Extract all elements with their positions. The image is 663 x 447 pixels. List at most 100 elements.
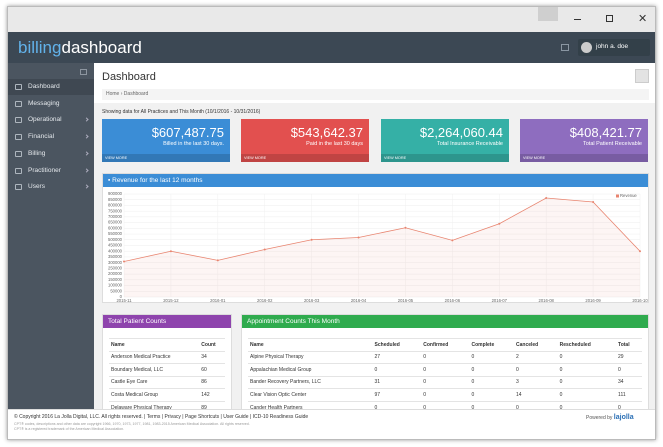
stat-card: $543,642.37 Paid in the last 30 days VIEW … xyxy=(241,119,369,162)
avatar xyxy=(581,42,592,53)
cell: Castle Eye Care xyxy=(109,375,200,389)
table: Name Count Anderson Medical Practice 34 Boun… xyxy=(109,338,225,409)
column-header: Count xyxy=(199,338,225,351)
row: Delaware Physical Therapy 89 xyxy=(109,400,225,409)
cell: 29 xyxy=(616,350,642,364)
cell: 0 xyxy=(421,350,470,364)
minimize[interactable] xyxy=(574,19,581,20)
close[interactable]: ✕ xyxy=(638,13,648,25)
footer-link[interactable]: User Guide xyxy=(223,414,249,420)
stat-label: Billed in the last 30 days. xyxy=(163,141,224,147)
info: Showing data for All Practices and This … xyxy=(102,109,261,115)
panel-title: Appointment Counts This Month xyxy=(242,315,648,328)
footer: © Copyright 2016 La Jolla Digital, LLC. … xyxy=(8,409,655,439)
nav-label: Messaging xyxy=(28,99,60,107)
cell: Delaware Physical Therapy xyxy=(109,400,200,409)
home-icon[interactable] xyxy=(561,44,569,51)
view-more[interactable]: VIEW MORE xyxy=(520,154,648,162)
logo: lajolla xyxy=(613,414,634,421)
cell: 0 xyxy=(616,400,642,409)
cell: 0 xyxy=(421,363,470,376)
restore[interactable] xyxy=(606,15,613,22)
cell: 0 xyxy=(514,363,558,376)
nav-item[interactable]: Messaging xyxy=(8,96,94,112)
y-tick-label: 250000 xyxy=(108,265,123,270)
y-tick-label: 850000 xyxy=(108,197,123,202)
page-header: Dashboard Home › Dashboard xyxy=(94,63,655,103)
nav-arrow xyxy=(84,167,89,173)
y-tick-label: 150000 xyxy=(108,277,123,282)
nav-arrow xyxy=(84,134,89,139)
column-header: Scheduled xyxy=(372,338,422,351)
title-bar: ✕ xyxy=(8,7,655,32)
y-tick-label: 100000 xyxy=(108,283,123,288)
cell: 34 xyxy=(199,350,225,364)
line xyxy=(123,197,641,262)
y-tick-label: 500000 xyxy=(108,237,123,242)
footer-link[interactable]: ICD-10 Readiness Guide xyxy=(252,414,309,420)
x-tick-label: 2016-09 xyxy=(585,298,601,303)
column-header: Name xyxy=(109,338,200,351)
note: CPT® codes, descriptions and other data … xyxy=(14,422,250,426)
cell: 0 xyxy=(372,363,422,376)
user-button[interactable] xyxy=(538,7,558,21)
x-tick-label: 2016-05 xyxy=(398,298,414,303)
collapse[interactable] xyxy=(80,69,87,75)
content: Dashboard Home › Dashboard Showing data … xyxy=(94,63,655,409)
page-title: Dashboard xyxy=(102,71,156,83)
nav-icon xyxy=(15,167,22,174)
user-name: john a. doe xyxy=(596,43,629,50)
cell: 0 xyxy=(616,363,642,376)
header-row: Name Count xyxy=(109,338,225,351)
x-tick-label: 2016-02 xyxy=(257,298,273,303)
row: Clear Vision Optic Center 97 0 0 14 0 111 xyxy=(248,388,642,401)
nav-item[interactable]: Dashboard xyxy=(8,79,94,95)
point xyxy=(123,260,125,263)
crumb: Dashboard xyxy=(123,91,149,97)
stat-value: $543,642.37 xyxy=(290,125,363,140)
cell: 0 xyxy=(469,350,514,364)
panel-title: Total Patient Counts xyxy=(103,315,231,328)
stat-card: $2,264,060.44 Total Insurance Receivable V… xyxy=(381,119,509,162)
x-tick-label: 2016-01 xyxy=(210,298,226,303)
cell: 0 xyxy=(557,400,617,409)
brand[interactable]: billingdashboard xyxy=(18,38,142,58)
view-more[interactable]: VIEW MORE xyxy=(102,154,230,162)
row: Alpine Physical Therapy 27 0 0 2 0 29 xyxy=(248,350,642,364)
view-more[interactable]: VIEW MORE xyxy=(241,154,369,162)
nav-item[interactable]: Operational xyxy=(8,112,94,128)
cell: 97 xyxy=(372,388,422,401)
nav-item[interactable]: Financial xyxy=(8,129,94,145)
nav-icon xyxy=(15,117,22,124)
row: Costa Medical Group 142 xyxy=(109,388,225,401)
patient-panel: Total Patient Counts Name Count Anderson Me… xyxy=(102,314,232,409)
cell: Appalachian Medical Group xyxy=(248,363,373,376)
nav-item[interactable]: Users xyxy=(8,179,94,195)
cell: 86 xyxy=(199,375,225,389)
cell: 2 xyxy=(514,350,558,364)
x-tick-label: 2016-10 xyxy=(632,298,648,303)
nav-item[interactable]: Practitioner xyxy=(8,163,94,179)
point xyxy=(404,226,407,229)
point xyxy=(357,236,360,239)
point xyxy=(169,250,172,253)
footer-link[interactable]: Page Shortcuts xyxy=(184,414,220,420)
x-tick-label: 2015-12 xyxy=(163,298,179,303)
cell: 0 xyxy=(557,350,617,364)
y-tick-label: 300000 xyxy=(108,260,123,265)
crumb[interactable]: Home xyxy=(106,91,120,97)
settings[interactable] xyxy=(635,69,649,83)
user-menu[interactable]: john a. doe xyxy=(578,39,650,56)
cell: 31 xyxy=(372,375,422,389)
header-row: Name Scheduled Confirmed Complete Canceled Re… xyxy=(248,338,642,351)
legend-swatch xyxy=(616,194,619,198)
cell: 0 xyxy=(469,388,514,401)
footer-link[interactable]: Privacy xyxy=(164,414,181,420)
nav-icon xyxy=(15,84,22,90)
point xyxy=(216,259,219,262)
nav-item[interactable]: Billing xyxy=(8,146,94,162)
footer-link[interactable]: Terms xyxy=(146,414,161,420)
nav-label: Billing xyxy=(28,149,46,157)
view-more[interactable]: VIEW MORE xyxy=(381,154,509,162)
